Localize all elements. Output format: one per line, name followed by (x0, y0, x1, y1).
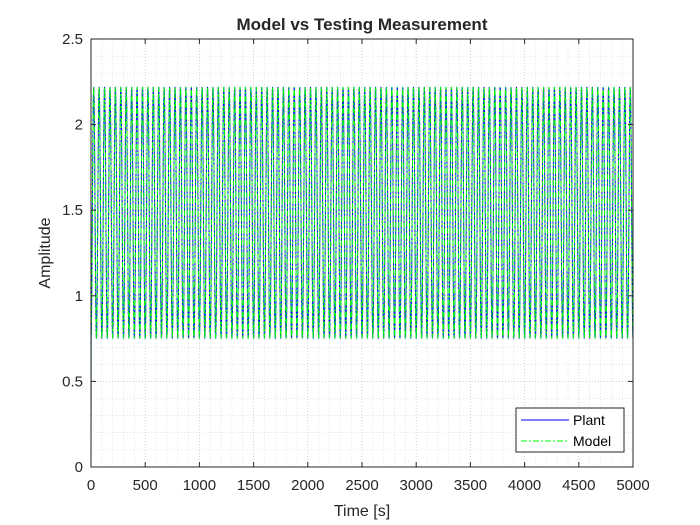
x-tick-label: 0 (87, 477, 95, 494)
x-tick-label: 3000 (400, 477, 433, 494)
y-tick-label: 0.5 (62, 373, 83, 390)
x-tick-label: 4000 (508, 477, 541, 494)
x-axis-label: Time [s] (334, 503, 390, 520)
legend-box (515, 407, 625, 453)
x-tick-label: 2500 (345, 477, 378, 494)
y-tick-label: 2 (75, 117, 83, 134)
y-tick-label: 1 (75, 288, 83, 305)
x-tick-label: 500 (133, 477, 158, 494)
x-tick-label: 4500 (562, 477, 595, 494)
y-tick-label: 0 (75, 459, 83, 476)
tick-marks (90, 38, 634, 468)
series-layer (90, 86, 634, 468)
x-tick-label: 2000 (291, 477, 324, 494)
x-tick-label: 1000 (183, 477, 216, 494)
legend-label-plant: Plant (573, 412, 605, 428)
plot-area (90, 38, 634, 468)
chart-title: Model vs Testing Measurement (237, 15, 488, 34)
y-tick-label: 1.5 (62, 202, 83, 219)
y-tick-label: 2.5 (62, 31, 83, 48)
y-tick-labels: 0 0.5 1 1.5 2 2.5 (62, 31, 83, 476)
x-tick-label: 1500 (237, 477, 270, 494)
x-tick-labels: 0 500 1000 1500 2000 2500 3000 3500 4000 4500 5000 (87, 477, 650, 494)
y-axis-label: Amplitude (37, 217, 54, 288)
series-line-model (90, 86, 634, 468)
legend-label-model: Model (573, 433, 611, 449)
legend: Plant Model (515, 407, 625, 453)
x-tick-label: 3500 (454, 477, 487, 494)
x-tick-label: 5000 (616, 477, 649, 494)
